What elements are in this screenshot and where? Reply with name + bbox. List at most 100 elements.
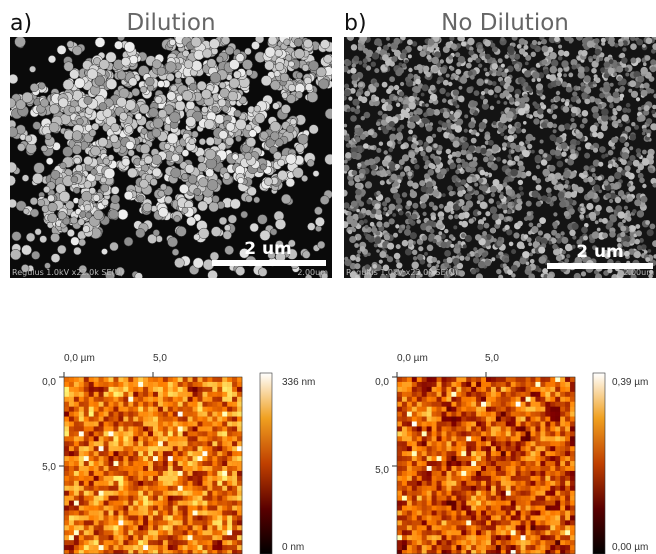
afm-pixel [133, 411, 139, 417]
particle [614, 196, 622, 204]
particle [110, 122, 120, 133]
particle [475, 132, 480, 137]
particle [575, 37, 583, 41]
afm-pixel [177, 377, 183, 383]
particle [571, 222, 579, 230]
afm-pixel [192, 480, 198, 487]
afm-pixel [197, 446, 203, 452]
afm-pixel [148, 461, 154, 467]
afm-pixel [113, 490, 119, 496]
afm-pixel [93, 411, 99, 417]
particle [558, 44, 563, 49]
particle [369, 221, 375, 227]
particle [411, 41, 418, 47]
particle [259, 131, 269, 140]
afm-pixel [68, 456, 75, 462]
afm-pixel [143, 540, 149, 546]
particle [139, 179, 149, 189]
particle [636, 152, 642, 158]
afm-pixel [182, 466, 188, 472]
afm-pixel [128, 500, 134, 506]
particle [623, 114, 629, 121]
afm-pixel [78, 401, 85, 407]
afm-pixel [237, 436, 243, 442]
particle [420, 150, 426, 157]
particle [192, 257, 204, 269]
afm-pixel [138, 386, 144, 393]
afm-pixel [187, 500, 193, 506]
particle [357, 249, 362, 254]
afm-pixel [192, 386, 198, 393]
particle [301, 175, 309, 182]
afm-pixel [172, 520, 179, 526]
particle [376, 147, 382, 153]
afm-pixel [157, 401, 164, 407]
particle [283, 38, 291, 46]
particle [62, 79, 74, 91]
particle [205, 168, 215, 178]
particle [600, 37, 606, 43]
sem-image [344, 37, 656, 278]
afm-pixel [143, 490, 149, 496]
particle [351, 63, 356, 68]
particle [548, 164, 556, 172]
particle [419, 180, 426, 187]
afm-pixel [88, 426, 94, 432]
particle [348, 179, 355, 186]
particle [531, 190, 539, 198]
particle [272, 102, 280, 110]
afm-pixel [83, 490, 90, 496]
particle [496, 183, 504, 191]
afm-pixel [78, 426, 85, 432]
afm-pixel [123, 535, 129, 541]
afm-pixel [177, 396, 183, 403]
afm-pixel [172, 396, 179, 403]
particle [458, 270, 465, 277]
afm-pixel [108, 396, 114, 403]
particle [456, 118, 464, 126]
afm-pixel [227, 426, 233, 432]
afm-pixel [187, 495, 193, 501]
particle [483, 156, 489, 163]
particle [564, 258, 570, 264]
afm-pixel [202, 431, 208, 437]
afm-pixel [167, 485, 174, 492]
particle [353, 83, 358, 88]
afm-pixel [177, 426, 183, 432]
afm-pixel [98, 446, 104, 452]
afm-pixel [73, 505, 80, 511]
afm-pixel [202, 470, 208, 477]
afm-pixel [227, 411, 233, 417]
afm-pixel [172, 485, 179, 492]
particle [525, 133, 534, 142]
particle [622, 107, 628, 113]
afm-pixel [98, 466, 104, 472]
afm-pixel [227, 535, 233, 541]
afm-pixel [207, 500, 213, 506]
particle [382, 54, 389, 61]
particle [648, 167, 654, 173]
afm-pixel [212, 466, 218, 472]
afm-pixel [73, 485, 80, 492]
particle [634, 124, 639, 130]
particle [354, 182, 361, 189]
particle [302, 250, 311, 259]
particle [275, 62, 285, 72]
particle [407, 54, 412, 59]
particle [492, 121, 497, 126]
afm-pixel [83, 446, 90, 452]
afm-pixel [182, 475, 188, 482]
afm-pixel [187, 441, 193, 447]
afm-pixel [128, 377, 134, 383]
afm-pixel [222, 451, 228, 457]
afm-pixel [88, 530, 94, 536]
afm-pixel [232, 411, 238, 417]
particle [10, 161, 17, 174]
afm-pixel [197, 495, 203, 501]
afm-pixel [192, 411, 198, 417]
particle [634, 238, 640, 245]
particle [94, 75, 106, 87]
afm-pixel [182, 386, 188, 393]
afm-pixel [157, 396, 164, 403]
particle [500, 63, 505, 68]
